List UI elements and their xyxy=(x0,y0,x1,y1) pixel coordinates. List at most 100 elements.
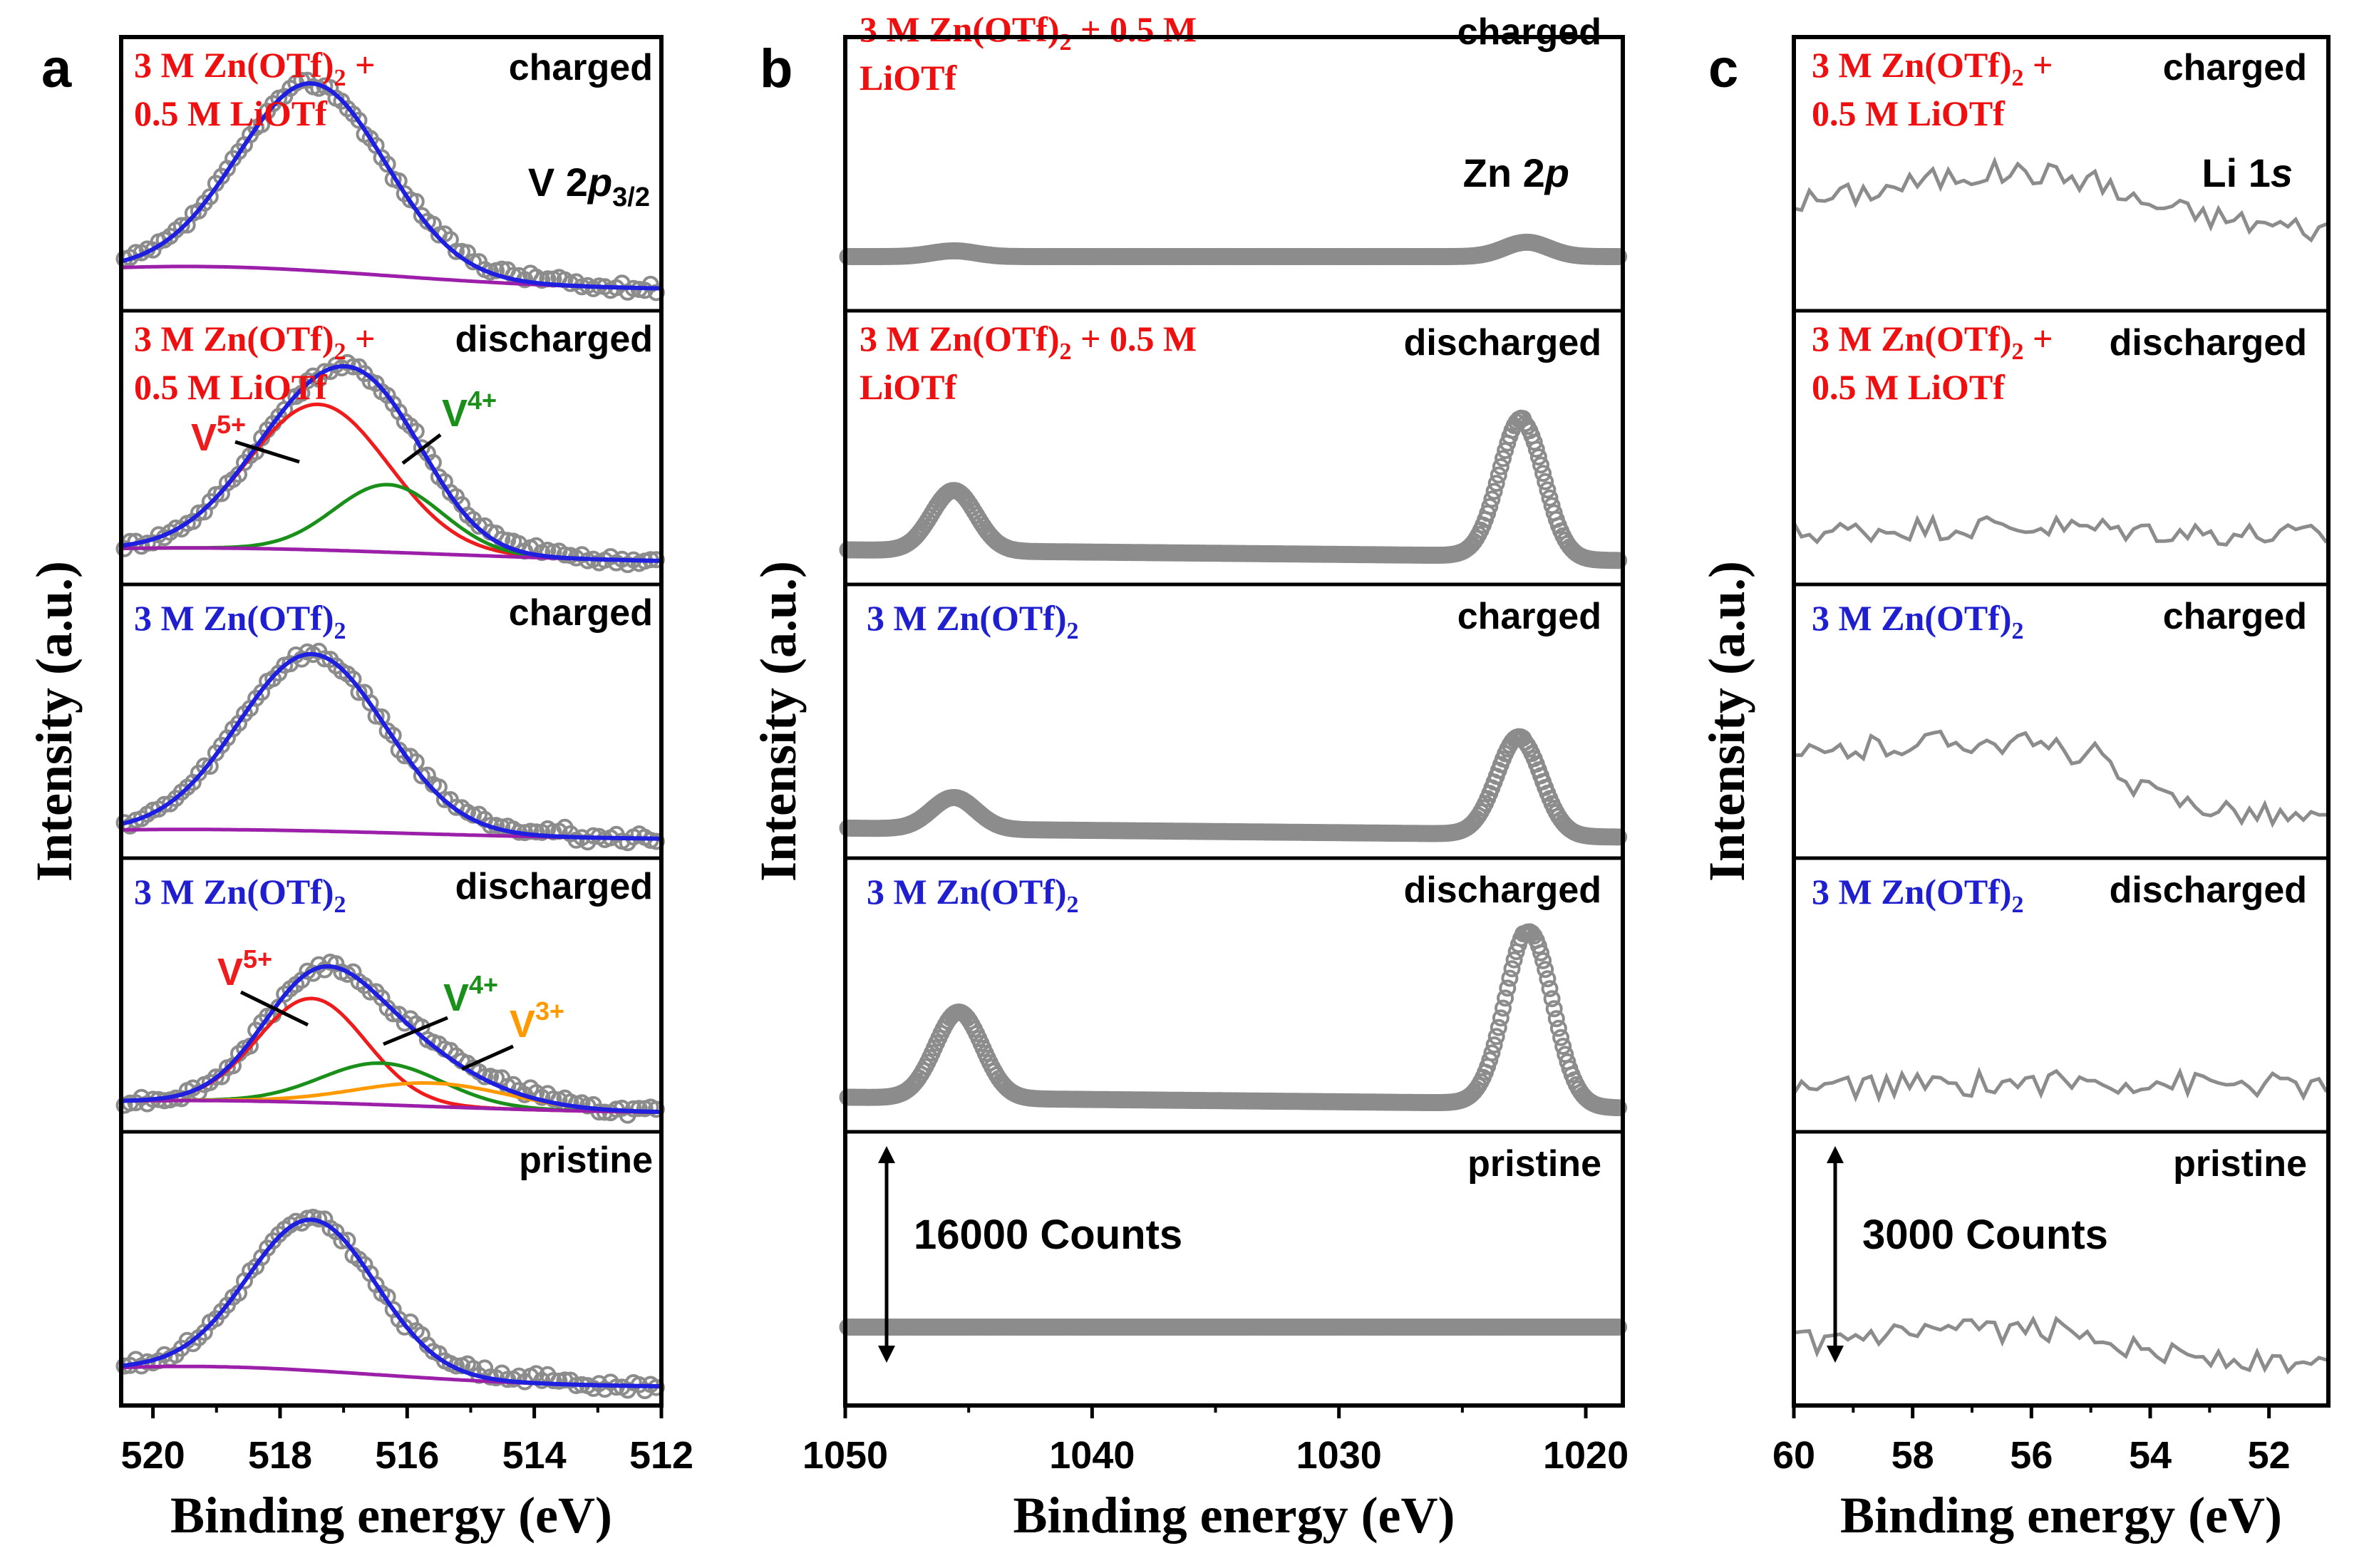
spectrum-line xyxy=(1793,729,2327,828)
spectrum-line xyxy=(1792,513,2328,547)
core-level-label: Li 1s xyxy=(2202,150,2293,195)
data-point xyxy=(1481,497,1499,515)
panel-frame xyxy=(119,35,664,1408)
y-axis-label: Intensity (a.u.) xyxy=(750,561,807,882)
species-pointer-line xyxy=(383,1016,448,1046)
electrolyte-label-line2: LiOTf xyxy=(860,58,957,98)
x-tick-label: 1040 xyxy=(1049,1434,1135,1477)
background-curve xyxy=(121,1098,661,1114)
scale-bar-arrow-up xyxy=(1827,1146,1844,1163)
data-point xyxy=(1543,990,1561,1008)
data-point xyxy=(339,1232,356,1249)
data-point xyxy=(1554,1038,1572,1055)
x-tick-label: 1020 xyxy=(1543,1434,1629,1477)
x-tick-label: 1050 xyxy=(802,1434,888,1477)
data-point xyxy=(448,242,465,260)
scale-bar-label: 3000 Counts xyxy=(1862,1212,2108,1258)
data-point xyxy=(1492,458,1509,475)
data-point xyxy=(435,790,453,808)
state-label-pristine: pristine xyxy=(1467,1143,1601,1185)
electrolyte-label: 3 M Zn(OTf)2 xyxy=(867,872,1079,918)
subplot-c-pristine: pristine xyxy=(1793,1143,2328,1375)
data-point xyxy=(1610,1319,1628,1336)
x-tick-label: 52 xyxy=(2248,1434,2291,1477)
data-point xyxy=(195,757,213,775)
panel-letter-c: c xyxy=(1708,38,1738,99)
subplot-a-charged: charged 3 M Zn(OTf)2 xyxy=(115,592,665,852)
electrolyte-label: 3 M Zn(OTf)2 + xyxy=(1812,45,2053,91)
state-label-charged: charged xyxy=(2163,47,2307,88)
subplot-a-charged: charged 3 M Zn(OTf)2 +0.5 M LiOTf xyxy=(115,45,665,301)
species-label-v3plus: V3+ xyxy=(510,996,564,1046)
state-label-discharged: discharged xyxy=(455,866,653,907)
data-point xyxy=(1495,450,1512,468)
data-point xyxy=(1532,456,1549,474)
data-point xyxy=(1490,466,1507,484)
data-point xyxy=(1483,1044,1501,1062)
spectrum-line xyxy=(1792,1066,2328,1103)
spectrum-line xyxy=(1793,1315,2328,1375)
data-point xyxy=(378,155,396,173)
electrolyte-label: 3 M Zn(OTf)2 xyxy=(134,872,346,918)
data-point xyxy=(556,546,574,564)
data-point xyxy=(1610,248,1628,265)
data-point xyxy=(1525,433,1543,451)
subplot-b-discharged: discharged 3 M Zn(OTf)2 xyxy=(839,870,1628,1117)
electrolyte-label-line2: 0.5 M LiOTf xyxy=(134,93,328,133)
scale-bar-arrow-down xyxy=(1827,1346,1844,1363)
data-point xyxy=(1610,1099,1628,1117)
species-pointer-line xyxy=(401,433,442,465)
fit-envelope xyxy=(120,964,662,1115)
data-point xyxy=(1534,951,1552,969)
species-label-v4plus: V4+ xyxy=(443,970,498,1019)
data-point xyxy=(1534,465,1552,483)
state-label-discharged: discharged xyxy=(2110,870,2307,911)
data-point xyxy=(1495,999,1512,1017)
data-point xyxy=(1487,1028,1505,1046)
data-point xyxy=(1485,483,1503,500)
electrolyte-label: 3 M Zn(OTf)2 + 0.5 M xyxy=(860,9,1197,56)
y-axis-label: Intensity (a.u.) xyxy=(1698,561,1755,882)
fit-envelope xyxy=(120,651,662,841)
data-point xyxy=(333,1232,351,1249)
subplot-a-discharged: V5+ V4+V3+ discharged 3 M Zn(OTf)2 xyxy=(115,866,665,1124)
data-point xyxy=(1539,481,1557,499)
y-axis-label: Intensity (a.u.) xyxy=(26,561,83,882)
data-point xyxy=(1483,490,1501,508)
data-point xyxy=(1610,552,1628,569)
data-point xyxy=(350,111,368,129)
data-point xyxy=(1503,960,1521,978)
subplot-b-pristine: pristine xyxy=(839,1143,1628,1336)
electrolyte-label-line2: 0.5 M LiOTf xyxy=(134,367,328,407)
fit-envelope xyxy=(120,81,662,291)
state-label-pristine: pristine xyxy=(519,1140,653,1181)
species-pointer-line xyxy=(460,1044,515,1071)
x-tick-label: 54 xyxy=(2129,1434,2172,1477)
state-label-charged: charged xyxy=(2163,596,2307,637)
data-point xyxy=(1487,475,1505,492)
x-tick-label: 512 xyxy=(629,1434,693,1477)
x-tick-label: 518 xyxy=(248,1434,312,1477)
data-point xyxy=(1549,1019,1567,1037)
data-point xyxy=(1529,448,1547,466)
subplot-c-discharged: discharged 3 M Zn(OTf)2 +0.5 M LiOTf xyxy=(1792,319,2328,547)
data-point xyxy=(1527,440,1545,458)
state-label-charged: charged xyxy=(509,47,653,88)
data-point xyxy=(207,1068,224,1086)
state-label-charged: charged xyxy=(509,592,653,634)
x-axis-label: Binding energy (eV) xyxy=(1840,1487,2282,1544)
panel-letter-b: b xyxy=(760,38,793,99)
data-point xyxy=(1545,1000,1563,1018)
species-pointer-line xyxy=(234,440,300,464)
state-label-charged: charged xyxy=(1457,11,1601,53)
core-level-label: V 2p3/2 xyxy=(528,160,650,212)
x-tick-label: 520 xyxy=(121,1434,185,1477)
scale-bar-arrow-down xyxy=(878,1346,895,1363)
core-level-label: Zn 2p xyxy=(1463,150,1569,195)
data-point xyxy=(1610,828,1628,846)
subplot-a-discharged: V5+ V4+ discharged 3 M Zn(OTf)2 +0.5 M LiOT… xyxy=(115,319,665,574)
